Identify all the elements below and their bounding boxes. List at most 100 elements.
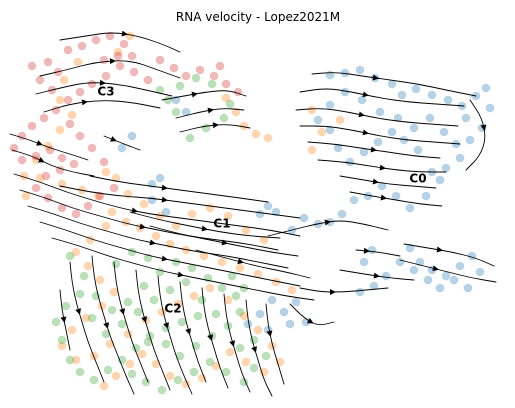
point-c0-63 <box>410 266 419 275</box>
point-c1-80 <box>126 360 135 369</box>
point-c1-5 <box>68 111 77 120</box>
point-c3-45 <box>182 72 191 81</box>
point-c2-36 <box>52 318 61 327</box>
streamline-34 <box>196 250 310 278</box>
point-c3-7 <box>102 72 111 81</box>
streamline-18 <box>466 100 485 170</box>
streamline-arrow-36 <box>103 322 109 329</box>
point-c1-2 <box>74 58 83 67</box>
point-c0-6 <box>412 85 421 94</box>
cluster-label-c3: C3 <box>97 85 114 99</box>
point-c0-36 <box>462 114 471 123</box>
point-c0-29 <box>358 96 367 105</box>
point-c2-37 <box>62 302 71 311</box>
streamline-11 <box>300 89 464 106</box>
point-c2-54 <box>158 386 167 395</box>
point-c0-85 <box>148 196 157 205</box>
point-c1-78 <box>152 360 161 369</box>
cluster-label-c1: C1 <box>213 217 230 231</box>
streamline-42 <box>224 294 250 392</box>
point-c3-22 <box>42 172 51 181</box>
point-c1-34 <box>140 200 149 209</box>
point-c1-31 <box>188 210 197 219</box>
streamline-arrow-13 <box>362 129 368 135</box>
streamline-arrow-6 <box>192 92 198 98</box>
point-c2-15 <box>140 282 149 291</box>
point-c3-16 <box>18 156 27 165</box>
point-c2-66 <box>112 260 121 269</box>
point-c2-52 <box>128 370 137 379</box>
streamline-arrow-8 <box>213 122 219 128</box>
point-c1-22 <box>218 258 227 267</box>
point-c0-83 <box>156 174 165 183</box>
point-c2-60 <box>250 364 259 373</box>
point-c0-23 <box>346 158 355 167</box>
streamline-30 <box>60 186 300 218</box>
point-c2-55 <box>174 376 183 385</box>
point-c3-31 <box>88 144 97 153</box>
point-c3-36 <box>28 62 37 71</box>
point-c3-19 <box>58 154 67 163</box>
point-c0-16 <box>442 164 451 173</box>
point-c2-63 <box>262 352 271 361</box>
point-c1-75 <box>198 374 207 383</box>
point-c2-20 <box>218 284 227 293</box>
point-c3-42 <box>144 76 153 85</box>
point-c3-26 <box>72 210 81 219</box>
point-c3-13 <box>28 122 37 131</box>
point-c0-61 <box>436 284 445 293</box>
point-c2-10 <box>66 252 75 261</box>
streamline-arrow-42 <box>229 340 235 347</box>
point-c3-30 <box>100 158 109 167</box>
point-c0-27 <box>326 101 335 110</box>
point-c1-15 <box>108 208 117 217</box>
point-c2-13 <box>108 306 117 315</box>
point-c2-0 <box>164 96 173 105</box>
point-c3-20 <box>70 160 79 169</box>
point-c1-77 <box>166 372 175 381</box>
point-c2-41 <box>118 320 127 329</box>
point-c3-10 <box>64 96 73 105</box>
point-c1-30 <box>206 204 215 213</box>
point-c0-2 <box>356 66 365 75</box>
point-c2-22 <box>236 308 245 317</box>
point-c2-16 <box>156 268 165 277</box>
point-c2-35 <box>58 336 67 345</box>
point-c2-61 <box>236 344 245 353</box>
point-c2-39 <box>88 314 97 323</box>
point-c3-4 <box>120 40 129 49</box>
point-c0-34 <box>440 128 449 137</box>
point-c0-32 <box>410 124 419 133</box>
point-c0-37 <box>436 176 445 185</box>
point-c2-31 <box>104 366 113 375</box>
point-c0-56 <box>456 262 465 271</box>
point-c2-38 <box>76 290 85 299</box>
point-c3-27 <box>84 202 93 211</box>
point-c0-76 <box>286 320 295 329</box>
point-c1-46 <box>308 146 317 155</box>
point-c2-62 <box>250 336 259 345</box>
point-c0-73 <box>256 310 265 319</box>
point-c0-12 <box>486 104 495 113</box>
point-c3-17 <box>32 152 41 161</box>
point-c3-43 <box>156 56 165 65</box>
streamline-arrow-44 <box>60 316 66 322</box>
point-c2-1 <box>176 82 185 91</box>
point-c1-3 <box>60 76 69 85</box>
cluster-label-c0: C0 <box>409 172 426 186</box>
streamline-arrow-2 <box>82 99 88 105</box>
point-c3-1 <box>78 42 87 51</box>
point-c0-62 <box>424 276 433 285</box>
streamline-arrow-14 <box>371 147 377 153</box>
point-c1-26 <box>288 286 297 295</box>
point-c3-6 <box>116 62 125 71</box>
streamline-arrow-27 <box>149 239 155 245</box>
streamline-arrow-40 <box>185 328 191 335</box>
point-c0-59 <box>464 284 473 293</box>
streamline-25 <box>14 174 300 236</box>
point-c1-18 <box>152 232 161 241</box>
point-c2-45 <box>182 278 191 287</box>
point-c2-27 <box>162 340 171 349</box>
point-c2-47 <box>212 310 221 319</box>
point-c1-43 <box>308 106 317 115</box>
